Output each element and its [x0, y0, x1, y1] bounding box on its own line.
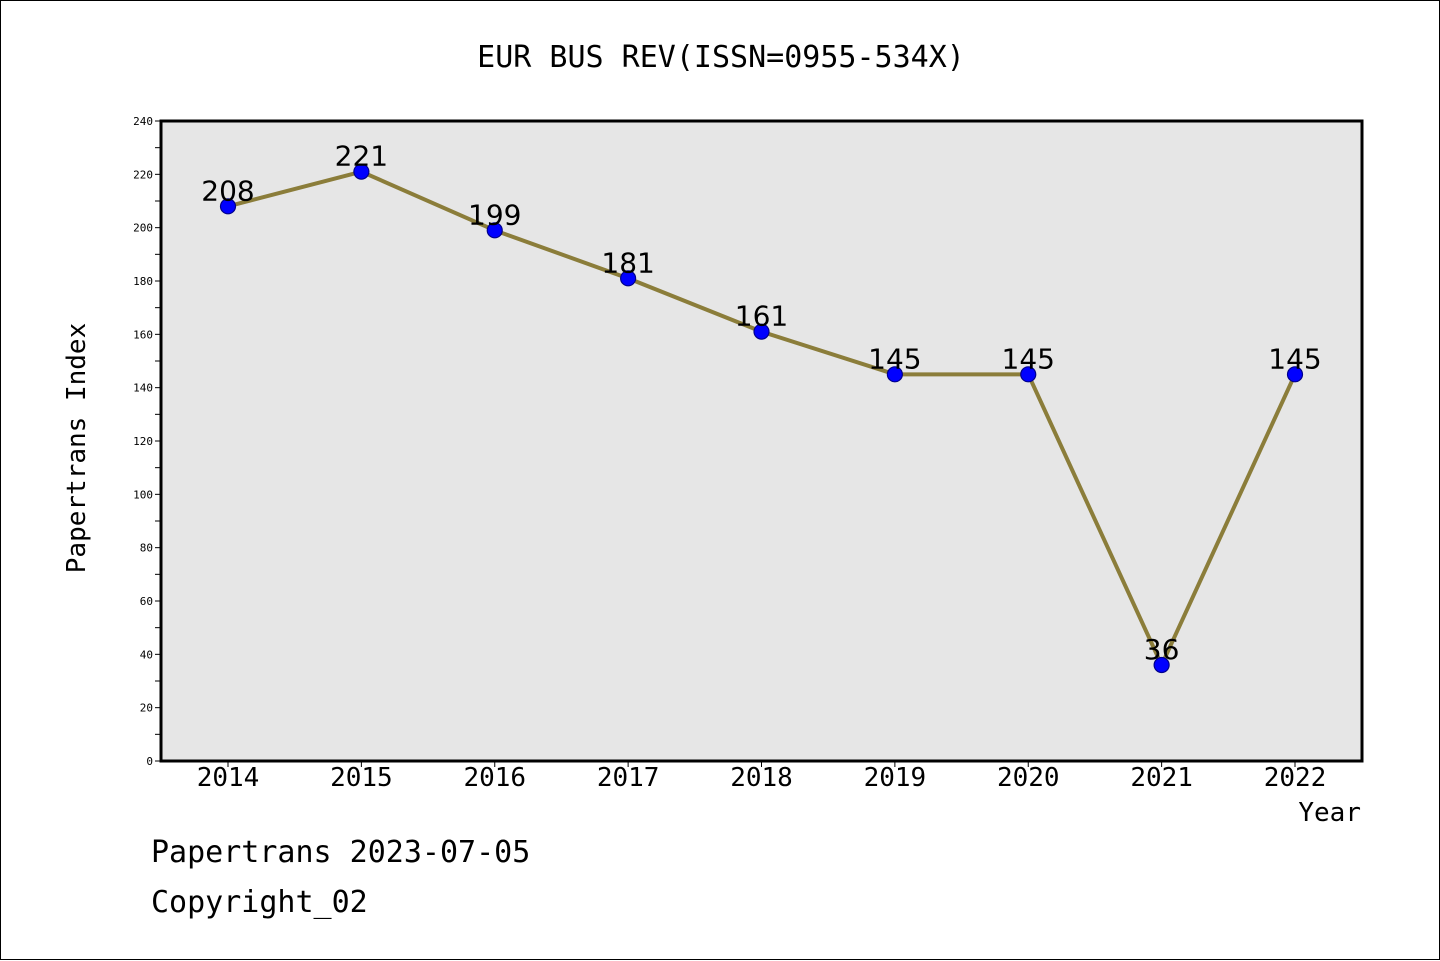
y-tick-label: 220 [133, 168, 153, 181]
y-tick-label: 60 [140, 595, 153, 608]
footer-copyright: Copyright_02 [151, 885, 368, 920]
data-label: 145 [868, 342, 921, 375]
data-point [486, 222, 503, 239]
footer-date: Papertrans 2023-07-05 [151, 835, 531, 870]
y-tick-label: 120 [133, 435, 153, 448]
x-tick-label: 2019 [864, 763, 927, 793]
y-tick-label: 20 [140, 702, 153, 715]
x-tick-label: 2015 [330, 763, 393, 793]
x-tick-label: 2022 [1264, 763, 1327, 793]
data-point [753, 323, 770, 340]
data-point [1286, 366, 1304, 383]
y-tick-label: 180 [133, 275, 153, 288]
data-label: 208 [201, 174, 254, 207]
data-point [353, 163, 370, 180]
chart-title: EUR BUS REV(ISSN=0955-534X) [477, 40, 965, 75]
data-point [886, 366, 903, 383]
y-tick-label: 200 [133, 222, 153, 235]
data-point [1020, 366, 1037, 383]
x-tick-label: 2021 [1130, 763, 1193, 793]
data-point [1153, 656, 1170, 674]
data-label: 145 [1002, 342, 1055, 375]
y-tick-label: 40 [140, 648, 153, 661]
x-tick-label: 2018 [730, 763, 793, 793]
x-axis-label: Year [1298, 798, 1361, 828]
data-label: 181 [601, 246, 654, 279]
x-tick-label: 2020 [997, 763, 1060, 793]
data-label: 161 [735, 300, 788, 333]
data-markers [219, 163, 1304, 674]
y-tick-label: 140 [133, 382, 153, 395]
y-tick-label: 100 [133, 488, 153, 501]
y-tick-label: 240 [133, 115, 153, 128]
x-tick-label: 2014 [197, 763, 260, 793]
data-point [620, 270, 637, 287]
y-tick-label: 0 [146, 755, 153, 768]
data-label: 221 [335, 140, 388, 173]
data-point [219, 198, 237, 215]
y-axis-label: Papertrans Index [62, 323, 92, 573]
y-tick-label: 80 [140, 542, 153, 555]
x-axis: 2014 2015 2016 2017 2018 2019 2020 2021 2022 [197, 761, 1327, 793]
x-tick-label: 2017 [597, 763, 660, 793]
data-label: 199 [468, 198, 521, 231]
x-tick-label: 2016 [463, 763, 526, 793]
data-labels: 208 221 199 181 161 145 145 36 145 [201, 140, 1321, 666]
y-axis: 0 20 40 60 80 100 120 140 160 180 200 220 240 [133, 115, 161, 768]
data-label: 36 [1144, 633, 1180, 666]
y-tick-label: 160 [133, 328, 153, 341]
plot-area [159, 119, 1364, 763]
data-label: 145 [1268, 342, 1321, 375]
